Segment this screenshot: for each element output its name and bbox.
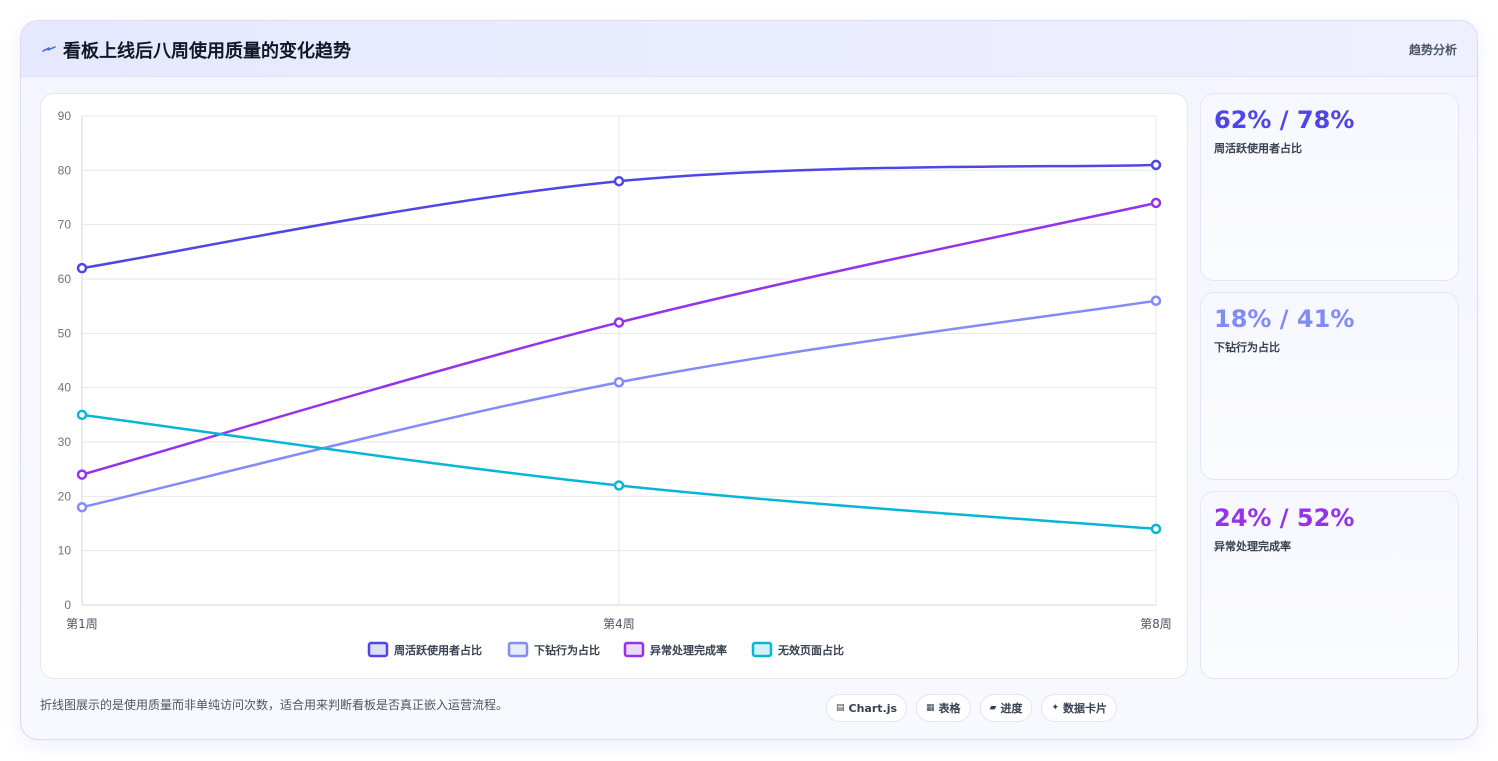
stat-label: 下钻行为占比 xyxy=(1214,341,1280,354)
y-tick-label: 70 xyxy=(58,218,72,232)
data-point xyxy=(1150,197,1162,209)
x-tick-label: 第4周 xyxy=(603,617,635,631)
stat-card-exception-handling: 24% / 52% 异常处理完成率 xyxy=(1200,491,1459,679)
stat-card-drilldown: 18% / 41% 下钻行为占比 xyxy=(1200,292,1459,480)
chip-chartjs[interactable]: ▤ Chart.js xyxy=(826,694,908,722)
data-point xyxy=(76,501,88,513)
chip-label: 数据卡片 xyxy=(1063,702,1108,715)
legend-swatch xyxy=(507,641,529,658)
header-tag[interactable]: 趋势分析 xyxy=(1408,43,1457,57)
lightning-icon xyxy=(42,46,56,52)
x-tick-label: 第1周 xyxy=(66,617,98,631)
stat-value: 62% / 78% xyxy=(1214,106,1355,134)
legend-label: 异常处理完成率 xyxy=(650,643,727,657)
sparkle-icon: ✦ xyxy=(1051,703,1060,713)
legend-label: 下钻行为占比 xyxy=(534,643,600,657)
stat-value: 18% / 41% xyxy=(1214,305,1355,333)
chip-table[interactable]: ▦ 表格 xyxy=(916,694,971,722)
stat-label: 周活跃使用者占比 xyxy=(1214,142,1302,155)
chip-progress[interactable]: ▰ 进度 xyxy=(979,694,1033,722)
y-tick-label: 20 xyxy=(58,489,72,503)
line-chart-panel: 0 10 20 30 40 50 60 70 80 90 第1周 第4周 第8周周活跃使用者占比 下钻行为… xyxy=(40,93,1188,679)
chart-icon: ▤ xyxy=(836,703,845,713)
data-point xyxy=(76,409,88,421)
page-title: 看板上线后八周使用质量的变化趋势 xyxy=(63,41,351,62)
stat-label: 异常处理完成率 xyxy=(1214,540,1291,553)
data-point xyxy=(613,376,625,388)
legend-swatch xyxy=(751,641,773,658)
legend-label: 无效页面占比 xyxy=(777,643,844,657)
y-tick-label: 0 xyxy=(64,598,71,612)
stat-card-active-users: 62% / 78% 周活跃使用者占比 xyxy=(1200,93,1459,281)
y-tick-label: 50 xyxy=(58,326,72,340)
legend-swatch xyxy=(367,641,389,658)
chip-row: ▤ Chart.js ▦ 表格 ▰ 进度 ✦ 数据卡片 xyxy=(826,694,1118,722)
legend-label: 周活跃使用者占比 xyxy=(394,643,482,657)
legend-swatch xyxy=(623,641,645,658)
table-icon: ▦ xyxy=(926,703,935,713)
data-point xyxy=(1150,295,1162,306)
x-tick-label: 第8周 xyxy=(1140,617,1172,631)
chip-label: 表格 xyxy=(938,702,961,715)
y-tick-label: 90 xyxy=(58,109,72,123)
y-tick-label: 40 xyxy=(58,381,72,395)
data-point xyxy=(1150,523,1162,535)
trend-card: 看板上线后八周使用质量的变化趋势 趋势分析 0 10 20 30 40 50 60 70 80 9… xyxy=(20,20,1478,740)
chart-footnote: 折线图展示的是使用质量而非单纯访问次数，适合用来判断看板是否真正嵌入运营流程。 xyxy=(40,698,509,712)
chip-label: 进度 xyxy=(1000,702,1023,715)
y-tick-label: 80 xyxy=(58,163,72,177)
y-tick-label: 30 xyxy=(58,435,72,449)
y-tick-label: 60 xyxy=(58,272,72,286)
data-point xyxy=(613,317,625,328)
data-point xyxy=(613,480,625,491)
stat-value: 24% / 52% xyxy=(1214,504,1355,532)
chip-data-card[interactable]: ✦ 数据卡片 xyxy=(1041,694,1118,722)
data-point xyxy=(1150,159,1162,171)
data-point xyxy=(76,469,88,480)
y-tick-label: 10 xyxy=(58,544,72,558)
data-point xyxy=(76,262,88,274)
data-point xyxy=(613,175,625,187)
progress-icon: ▰ xyxy=(989,703,997,713)
card-header: 看板上线后八周使用质量的变化趋势 趋势分析 xyxy=(21,21,1477,77)
chip-label: Chart.js xyxy=(848,701,898,715)
